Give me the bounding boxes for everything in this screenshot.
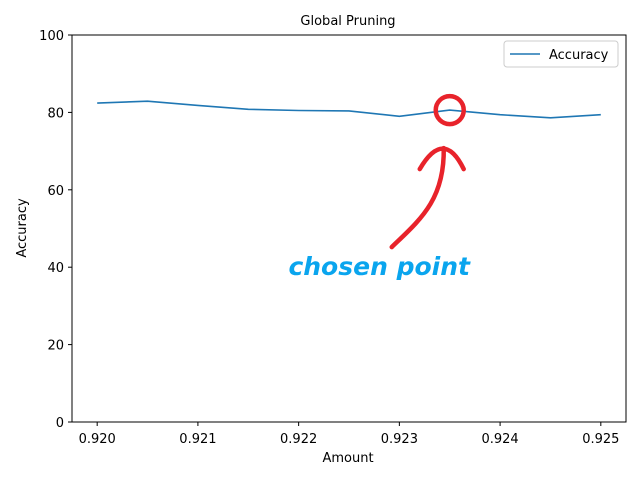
x-axis-title: Amount — [322, 451, 373, 466]
x-tick-label: 0.924 — [481, 432, 518, 447]
legend: Accuracy — [503, 40, 619, 68]
x-tick-label: 0.923 — [381, 432, 418, 447]
x-tick-label: 0.922 — [280, 432, 317, 447]
y-tick-label: 80 — [47, 106, 64, 121]
y-tick-label: 100 — [39, 29, 64, 44]
plot-area — [71, 34, 627, 423]
y-tick-label: 60 — [47, 184, 64, 199]
series-group — [97, 100, 601, 119]
y-tick-label: 40 — [47, 261, 64, 276]
annotation-arrow-head — [417, 146, 466, 172]
annotation-arrow-shaft — [389, 145, 446, 250]
x-axis: 0.920 0.921 0.922 0.923 0.924 0.925 — [79, 422, 619, 447]
annotation: chosen point — [288, 93, 471, 281]
x-tick-label: 0.921 — [179, 432, 216, 447]
chart-title: Global Pruning — [300, 14, 395, 29]
highlight-circle — [433, 93, 466, 127]
legend-label: Accuracy — [549, 48, 609, 63]
y-axis-title: Accuracy — [15, 198, 30, 258]
y-tick-label: 20 — [47, 339, 64, 354]
y-axis: 0 20 40 60 80 100 — [39, 29, 72, 431]
x-tick-label: 0.925 — [582, 432, 619, 447]
series-line-accuracy — [97, 100, 601, 119]
y-tick-label: 0 — [56, 416, 64, 431]
annotation-text: chosen point — [288, 252, 471, 281]
legend-box — [503, 40, 619, 68]
x-tick-label: 0.920 — [79, 432, 116, 447]
